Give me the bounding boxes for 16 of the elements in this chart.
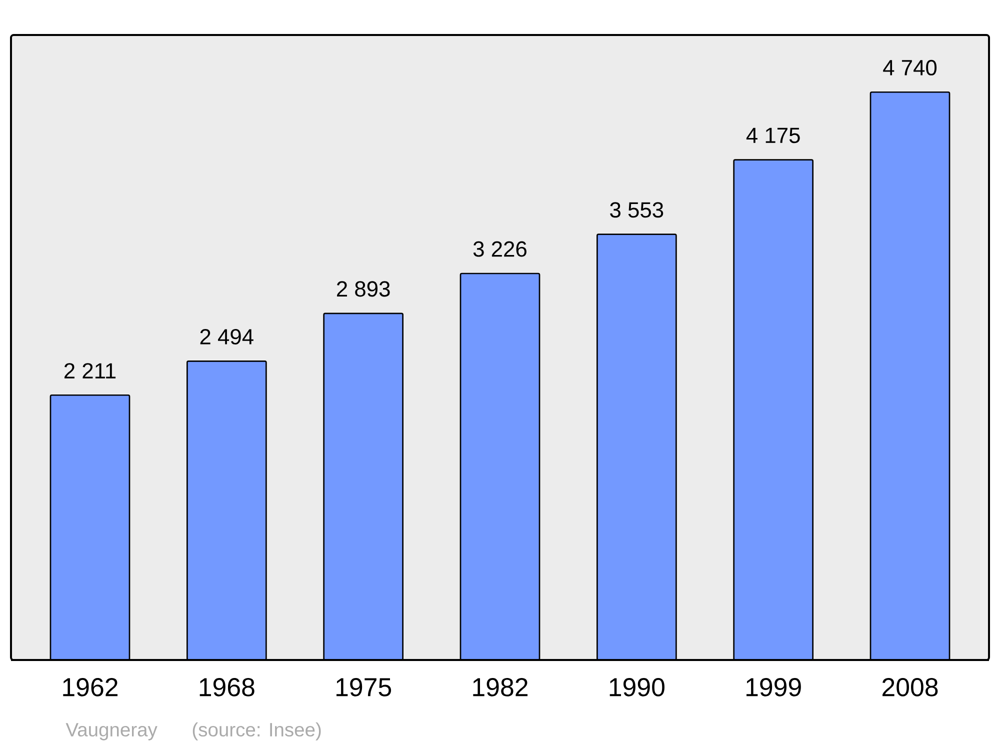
- x-tick-label: 1968: [200, 678, 254, 696]
- x-tick-label: 1999: [746, 678, 801, 696]
- x-tick-label: 1975: [336, 678, 392, 696]
- data-label: 2 494: [200, 328, 254, 345]
- data-label: 4 740: [883, 60, 937, 76]
- data-label: 4 175: [746, 128, 800, 144]
- x-tick-label: 1962: [63, 678, 118, 696]
- data-label: 3 553: [610, 202, 664, 218]
- x-tick-label: 2008: [882, 678, 938, 696]
- data-label: 2 893: [337, 281, 390, 297]
- text: Vaugneray: [66, 723, 158, 740]
- text: (source: Insee): [192, 722, 321, 740]
- data-label: 3 226: [473, 241, 526, 257]
- x-tick-label: 1982: [473, 678, 528, 696]
- data-label: 2 211: [64, 363, 116, 378]
- x-tick-label: 1990: [610, 678, 664, 696]
